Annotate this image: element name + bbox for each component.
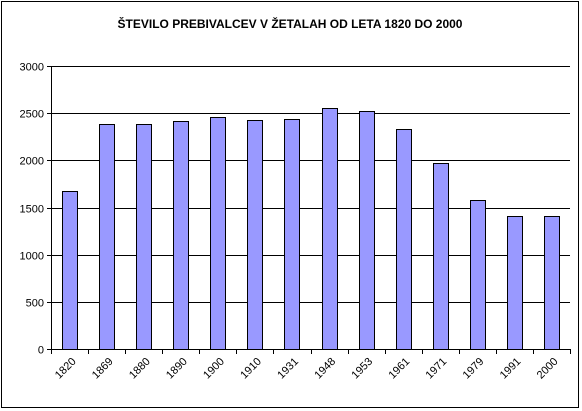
x-tick-label-1869: 1869	[90, 356, 116, 382]
x-tick-label-1890: 1890	[164, 356, 190, 382]
bar-1979	[470, 200, 486, 350]
y-axis-ticks: 0 500 1000 1500 2000 2500 3000	[20, 62, 51, 357]
y-tick-label-2000: 2000	[20, 156, 44, 168]
bar-1953	[359, 111, 375, 350]
bar-1890	[173, 121, 189, 350]
bar-1991	[507, 216, 523, 350]
x-tick-label-1948: 1948	[312, 356, 338, 382]
bar-1869	[99, 124, 115, 350]
x-axis-ticks: 1820 1869 1880 1890 1900 1910 1931 1948 1953 1961…	[51, 349, 571, 382]
x-tick-label-1991: 1991	[498, 356, 524, 382]
y-tick-label-1000: 1000	[20, 251, 44, 263]
axes	[51, 66, 570, 350]
x-tick-label-2000: 2000	[535, 356, 561, 382]
x-tick-label-1979: 1979	[461, 356, 487, 382]
bar-1971	[433, 163, 449, 350]
chart-title: ŠTEVILO PREBIVALCEV V ŽETALAH OD LETA 18…	[118, 16, 463, 31]
x-tick-label-1820: 1820	[53, 356, 79, 382]
x-tick-label-1910: 1910	[238, 356, 264, 382]
x-tick-label-1880: 1880	[127, 356, 153, 382]
y-tick-label-500: 500	[26, 298, 44, 310]
bar-1948	[322, 108, 338, 350]
x-tick-label-1931: 1931	[275, 356, 301, 382]
x-tick-label-1953: 1953	[349, 356, 375, 382]
bar-1880	[136, 124, 152, 350]
bar-1961	[396, 129, 412, 350]
bar-1820	[62, 191, 78, 350]
y-tick-label-1500: 1500	[20, 204, 44, 216]
x-tick-label-1961: 1961	[387, 356, 413, 382]
x-tick-label-1971: 1971	[424, 356, 450, 382]
bar-1931	[284, 119, 300, 350]
bar-1910	[247, 120, 263, 350]
y-tick-label-0: 0	[38, 345, 44, 357]
gridlines	[51, 66, 570, 303]
bar-1900	[210, 117, 226, 350]
y-tick-label-3000: 3000	[20, 62, 44, 74]
bars	[62, 108, 560, 350]
x-tick-label-1900: 1900	[201, 356, 227, 382]
bar-2000	[544, 216, 560, 350]
y-tick-label-2500: 2500	[20, 109, 44, 121]
